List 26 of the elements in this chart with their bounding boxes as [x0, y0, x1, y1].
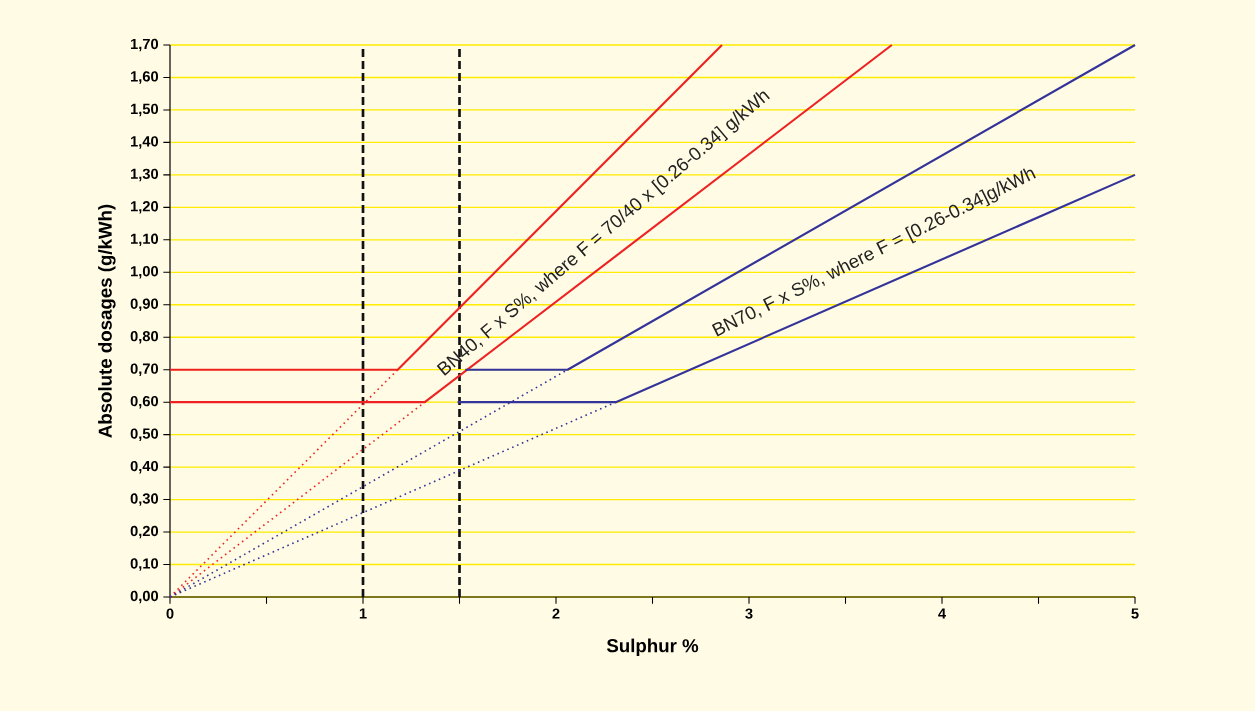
y-tick-label: 1,70	[131, 38, 159, 52]
x-tick-label: 5	[1131, 608, 1139, 619]
y-tick-label: 1,60	[131, 71, 159, 84]
y-axis-title: Absolute dosages (g/kWh)	[98, 204, 116, 438]
y-tick-label: 0,70	[130, 363, 159, 376]
x-axis-title: Sulphur %	[606, 638, 699, 656]
y-tick-label: 1,10	[131, 233, 159, 247]
x-tick-label: 4	[938, 608, 946, 619]
x-tick-label: 3	[745, 608, 753, 619]
y-tick-label: 0,10	[130, 558, 159, 571]
y-tick-label: 1,20	[131, 201, 159, 214]
y-tick-label: 1,00	[131, 266, 159, 279]
y-tick-label: 0,20	[130, 525, 159, 539]
y-tick-label: 1,50	[131, 103, 159, 117]
y-tick-label: 0,90	[130, 298, 159, 312]
y-tick-label: 1,30	[131, 168, 159, 182]
y-tick-label: 0,40	[130, 460, 159, 474]
y-tick-label: 0,60	[130, 395, 159, 409]
x-tick-label: 2	[552, 608, 560, 619]
y-tick-label: 1,40	[131, 136, 159, 149]
y-tick-label: 0,50	[130, 428, 159, 441]
y-tick-label: 0,80	[130, 330, 159, 344]
y-tick-label: 0,30	[130, 493, 159, 506]
x-tick-label: 1	[359, 608, 367, 619]
y-tick-label: 0,00	[130, 590, 159, 604]
x-tick-label: 0	[166, 608, 174, 619]
